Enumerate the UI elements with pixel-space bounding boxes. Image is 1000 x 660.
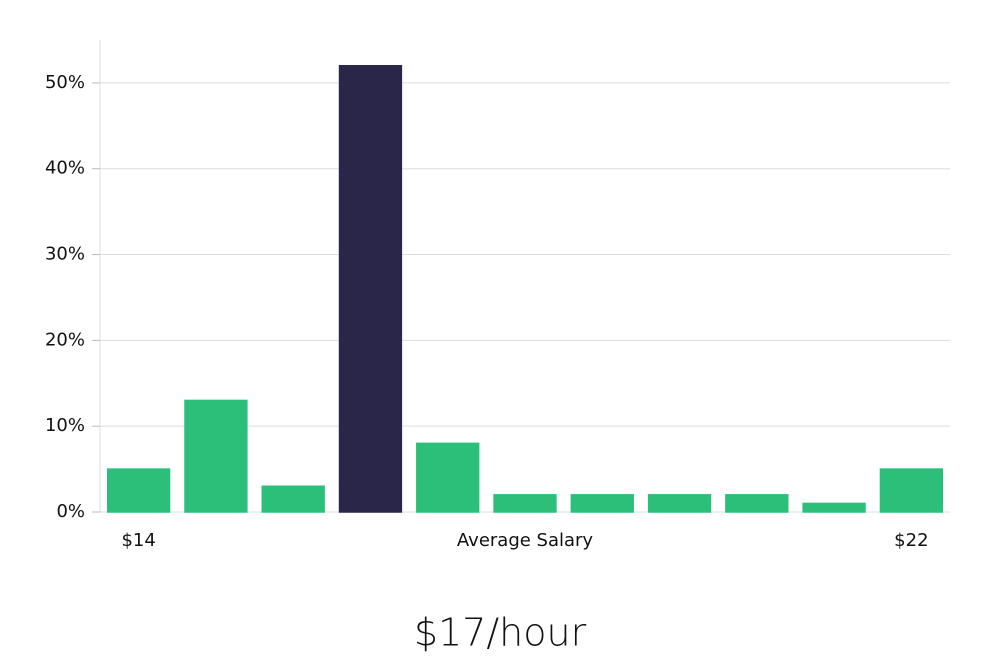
y-tick-label: 0% bbox=[56, 501, 85, 522]
bar bbox=[416, 442, 480, 513]
y-tick-label: 10% bbox=[45, 415, 85, 436]
y-tick-label: 20% bbox=[45, 329, 85, 350]
y-tick-label: 40% bbox=[45, 158, 85, 179]
bar bbox=[493, 494, 557, 513]
bar bbox=[261, 485, 325, 513]
bar bbox=[570, 494, 634, 513]
bar bbox=[184, 399, 248, 513]
bar bbox=[647, 494, 712, 513]
y-tick-label: 30% bbox=[45, 244, 85, 265]
bar bbox=[802, 502, 866, 513]
x-tick-label: $14 bbox=[121, 530, 155, 551]
x-axis-label: Average Salary bbox=[457, 530, 594, 551]
bar bbox=[879, 468, 944, 513]
bar bbox=[725, 494, 789, 513]
bar bbox=[106, 468, 171, 513]
salary-annotation: $17/hour bbox=[414, 611, 587, 655]
x-tick-label: $22 bbox=[894, 530, 928, 551]
bar bbox=[338, 64, 403, 513]
y-tick-label: 50% bbox=[45, 72, 85, 93]
